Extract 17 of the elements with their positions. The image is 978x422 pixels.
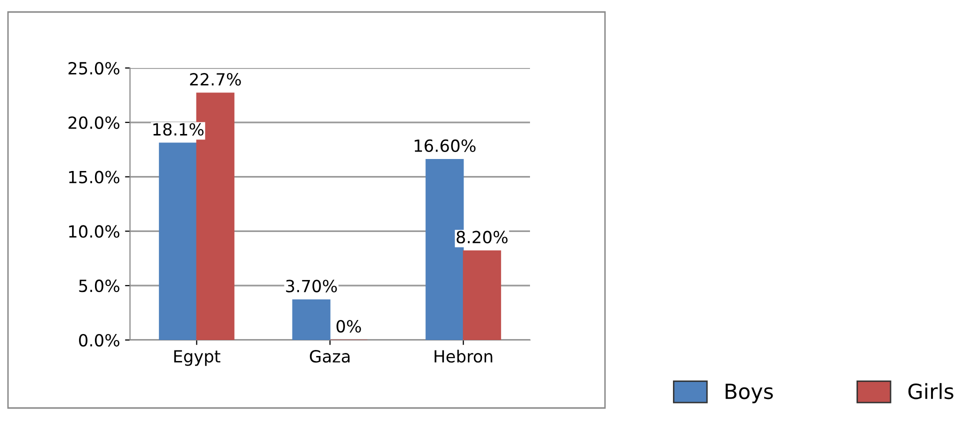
y-tick-label: 25.0%	[68, 62, 120, 75]
y-tick-label: 15.0%	[69, 170, 120, 184]
data-label: 3.70%	[286, 280, 337, 292]
data-label: 8.20%	[456, 230, 508, 244]
data-label: 0%	[336, 320, 361, 333]
y-tick-label: 20.0%	[68, 116, 120, 129]
legend-label: Girls	[908, 383, 954, 400]
y-tick-label: 10.0%	[69, 225, 120, 238]
legend-label: Boys	[726, 384, 773, 404]
data-label: 22.7%	[190, 73, 241, 86]
y-tick-label: 0.0%	[79, 334, 120, 347]
data-label: 16.60%	[414, 139, 476, 152]
data-label: 18.1%	[153, 123, 204, 136]
x-tick-label: Egypt	[174, 350, 220, 366]
x-tick-label: Hebron	[434, 350, 492, 363]
x-tick-label: Gaza	[310, 350, 350, 363]
y-tick-label: 5.0%	[79, 280, 120, 292]
